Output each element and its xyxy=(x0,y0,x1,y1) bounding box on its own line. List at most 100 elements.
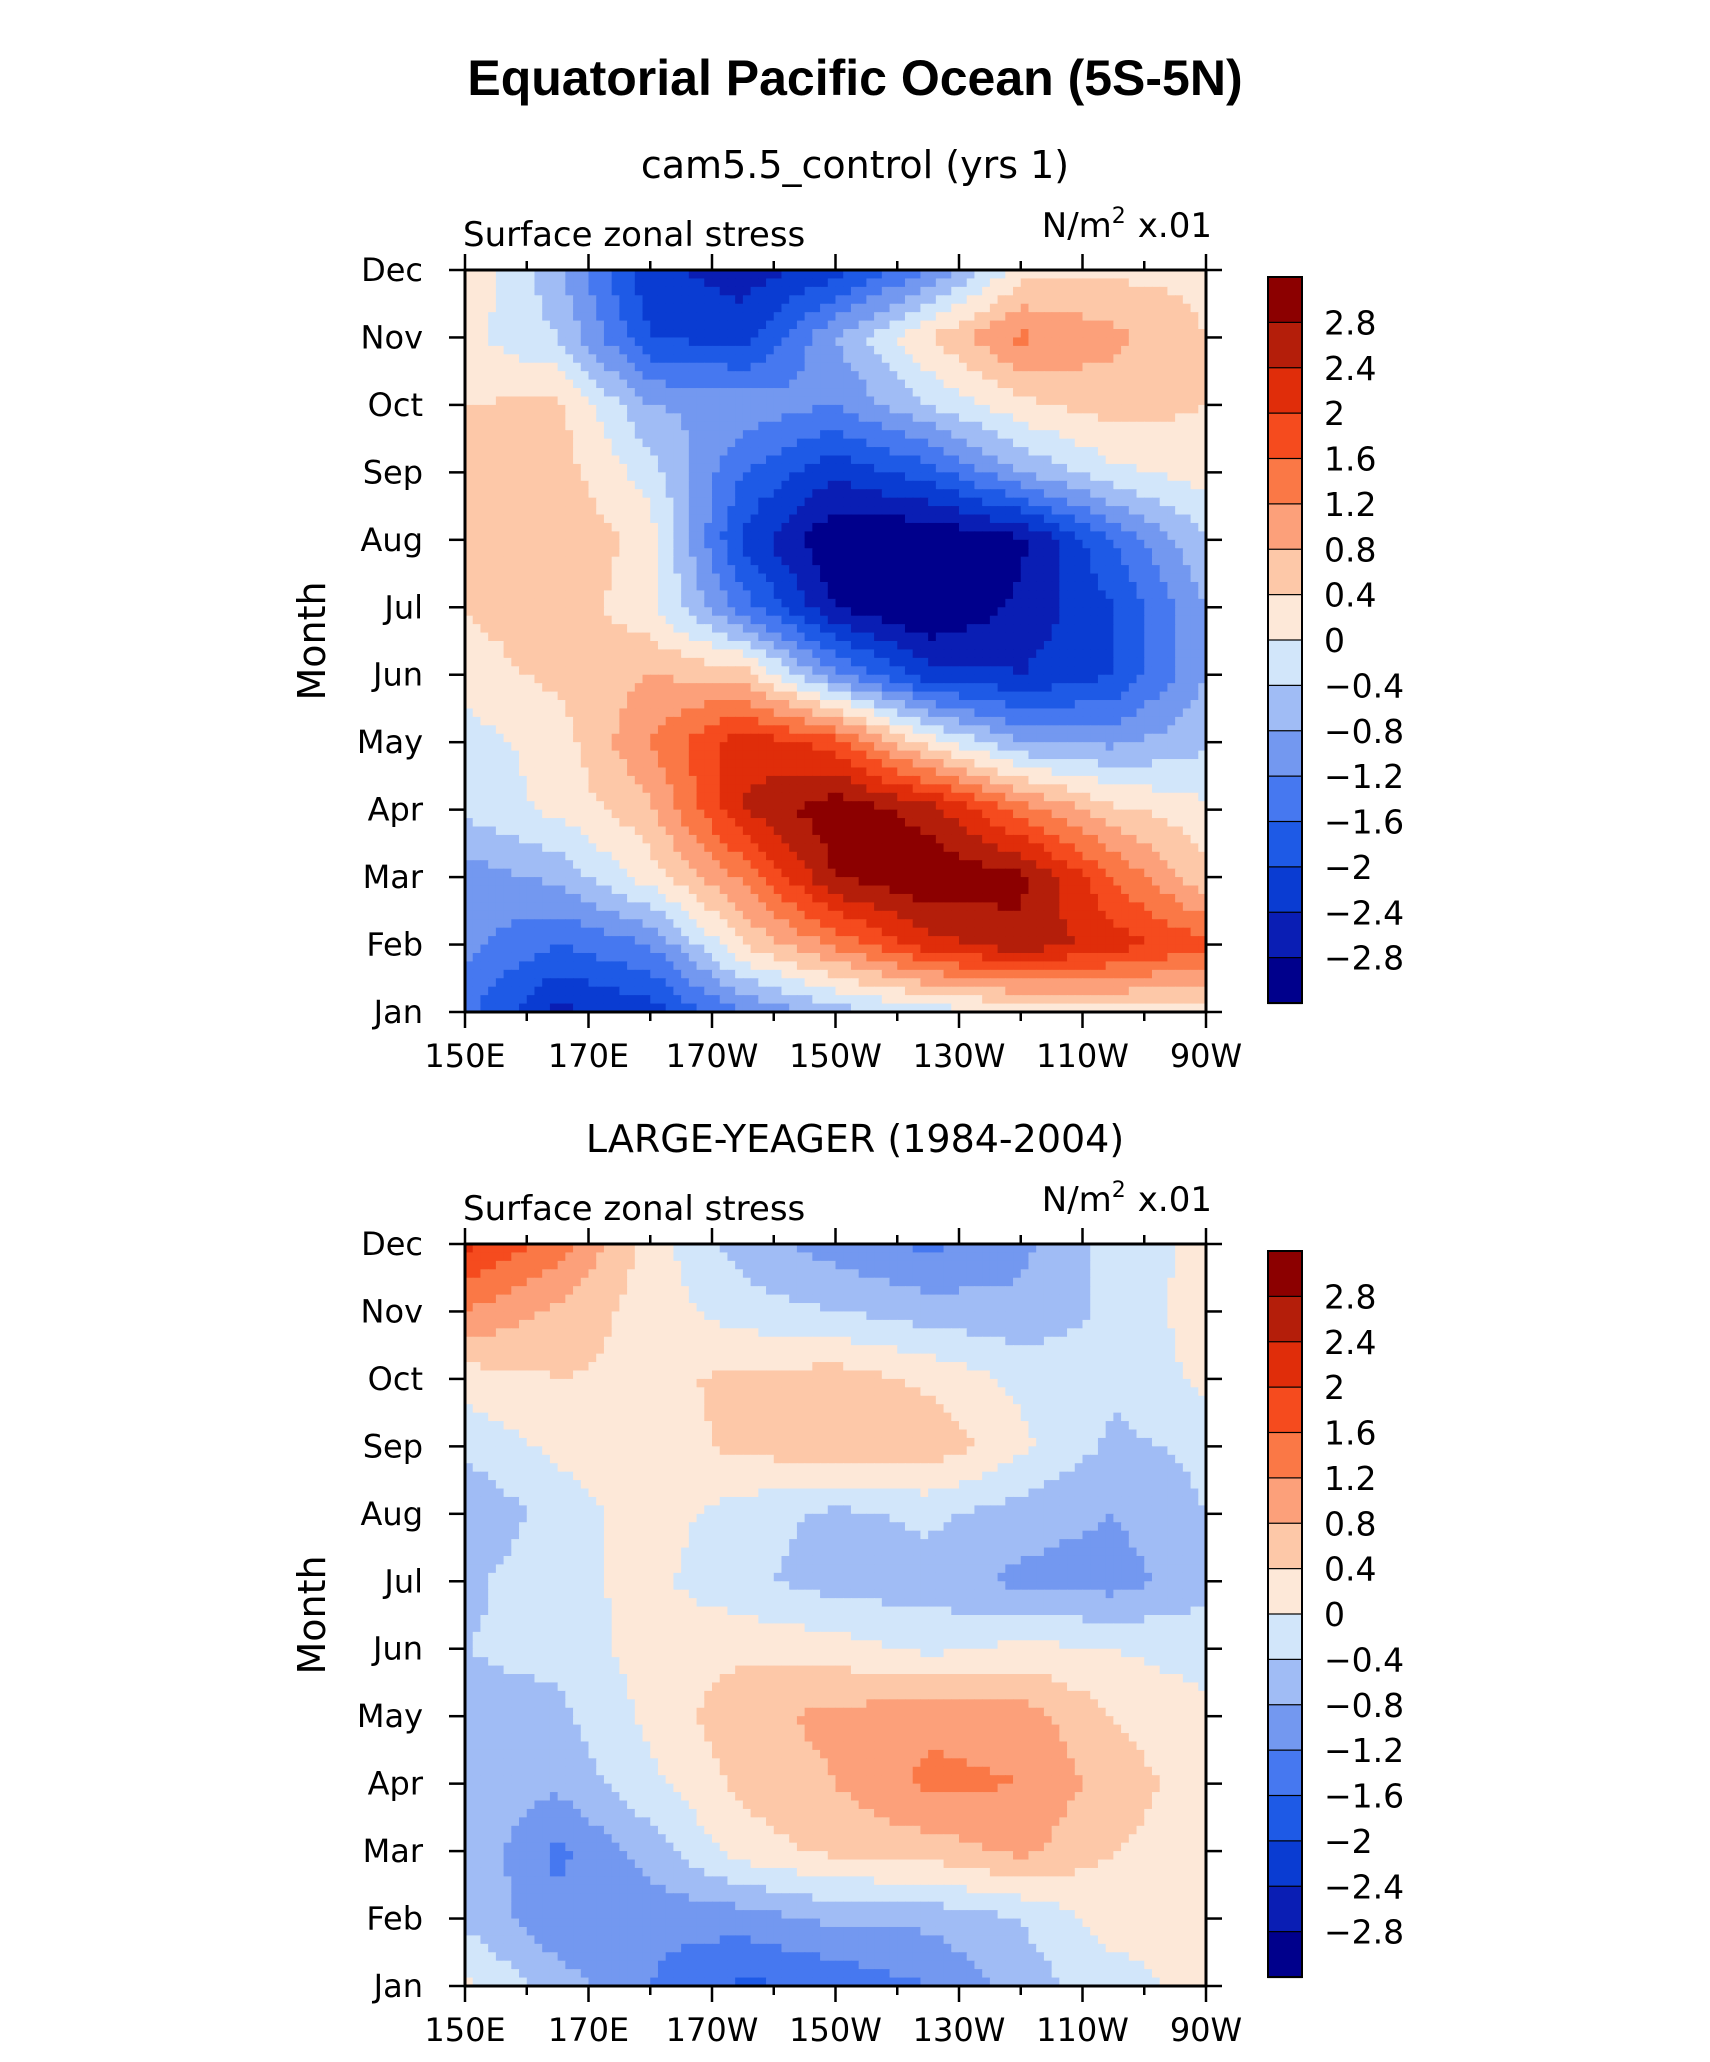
contour-cell xyxy=(989,556,999,566)
contour-cell xyxy=(1144,674,1153,684)
contour-cell xyxy=(866,581,875,592)
contour-cell xyxy=(619,320,628,330)
contour-cell xyxy=(1121,649,1130,659)
contour-cell xyxy=(1028,522,1037,532)
contour-cell xyxy=(858,320,867,330)
contour-cell xyxy=(719,506,729,516)
contour-cell xyxy=(704,657,713,667)
contour-cell xyxy=(519,565,528,575)
contour-cell xyxy=(573,556,582,566)
contour-cell xyxy=(943,413,952,423)
contour-cell xyxy=(565,590,574,600)
contour-cell xyxy=(634,371,644,381)
contour-cell xyxy=(812,598,821,608)
contour-cell xyxy=(1074,615,1084,625)
contour-cell xyxy=(1097,674,1107,684)
contour-cell xyxy=(634,329,644,339)
contour-cell xyxy=(1159,497,1169,507)
contour-cell xyxy=(1028,581,1037,592)
contour-cell xyxy=(812,565,821,575)
contour-cell xyxy=(488,522,497,532)
contour-cell xyxy=(480,455,489,465)
contour-cell xyxy=(495,531,505,541)
contour-cell xyxy=(1113,565,1122,575)
contour-cell xyxy=(1074,320,1084,330)
contour-cell xyxy=(1051,674,1060,684)
contour-cell xyxy=(1051,286,1060,296)
contour-cell xyxy=(665,683,675,693)
contour-cell xyxy=(1198,404,1207,414)
contour-cell xyxy=(889,438,898,448)
contour-cell xyxy=(611,447,620,457)
contour-cell xyxy=(627,497,636,507)
contour-cell xyxy=(881,345,891,355)
contour-cell xyxy=(997,641,1006,651)
contour-cell xyxy=(596,312,605,322)
contour-cell xyxy=(665,404,675,414)
contour-cell xyxy=(627,683,636,693)
contour-cell xyxy=(657,329,667,339)
contour-cell xyxy=(542,590,551,600)
contour-cell xyxy=(619,649,628,659)
contour-cell xyxy=(974,506,983,516)
contour-cell xyxy=(1175,565,1184,575)
contour-cell xyxy=(1036,506,1045,516)
contour-cell xyxy=(881,463,891,473)
contour-cell xyxy=(542,632,551,642)
contour-cell xyxy=(827,295,837,305)
contour-cell xyxy=(519,641,528,651)
contour-cell xyxy=(966,632,976,642)
contour-cell xyxy=(850,421,860,431)
contour-cell xyxy=(1182,404,1192,414)
contour-cell xyxy=(1151,463,1161,473)
contour-cell xyxy=(503,556,512,566)
contour-cell xyxy=(727,303,736,313)
contour-cell xyxy=(1105,565,1114,575)
contour-cell xyxy=(928,497,937,507)
contour-cell xyxy=(735,404,744,414)
contour-cell xyxy=(804,320,813,330)
contour-cell xyxy=(812,371,821,381)
contour-cell xyxy=(619,691,628,701)
contour-cell xyxy=(573,362,582,372)
contour-cell xyxy=(1190,303,1199,313)
contour-cell xyxy=(681,666,690,676)
contour-cell xyxy=(534,489,543,499)
contour-cell xyxy=(1013,624,1022,634)
contour-cell xyxy=(681,270,690,280)
contour-cell xyxy=(588,480,597,490)
contour-cell xyxy=(835,548,844,558)
contour-cell xyxy=(650,312,659,322)
contour-cell xyxy=(596,624,605,634)
contour-cell xyxy=(750,278,759,288)
contour-cell xyxy=(665,329,675,339)
contour-cell xyxy=(827,522,837,532)
contour-cell xyxy=(650,581,659,592)
contour-cell xyxy=(1082,581,1091,592)
contour-cell xyxy=(1159,303,1169,313)
contour-cell xyxy=(495,506,505,516)
contour-cell xyxy=(511,295,520,305)
contour-cell xyxy=(835,312,844,322)
contour-cell xyxy=(1082,522,1091,532)
contour-cell xyxy=(858,666,867,676)
contour-cell xyxy=(843,430,852,440)
contour-cell xyxy=(943,295,952,305)
contour-cell xyxy=(943,506,952,516)
contour-cell xyxy=(1136,598,1145,608)
contour-cell xyxy=(634,312,644,322)
contour-cell xyxy=(1151,362,1161,372)
contour-cell xyxy=(1167,463,1176,473)
contour-cell xyxy=(712,598,721,608)
contour-cell xyxy=(1198,329,1207,339)
contour-cell xyxy=(503,683,512,693)
contour-cell xyxy=(1190,674,1199,684)
contour-cell xyxy=(1105,295,1114,305)
contour-cell xyxy=(619,700,628,710)
contour-cell xyxy=(1113,320,1122,330)
contour-cell xyxy=(549,320,559,330)
contour-cell xyxy=(688,531,698,541)
contour-cell xyxy=(1167,607,1176,617)
contour-cell xyxy=(835,590,844,600)
contour-cell xyxy=(858,607,867,617)
